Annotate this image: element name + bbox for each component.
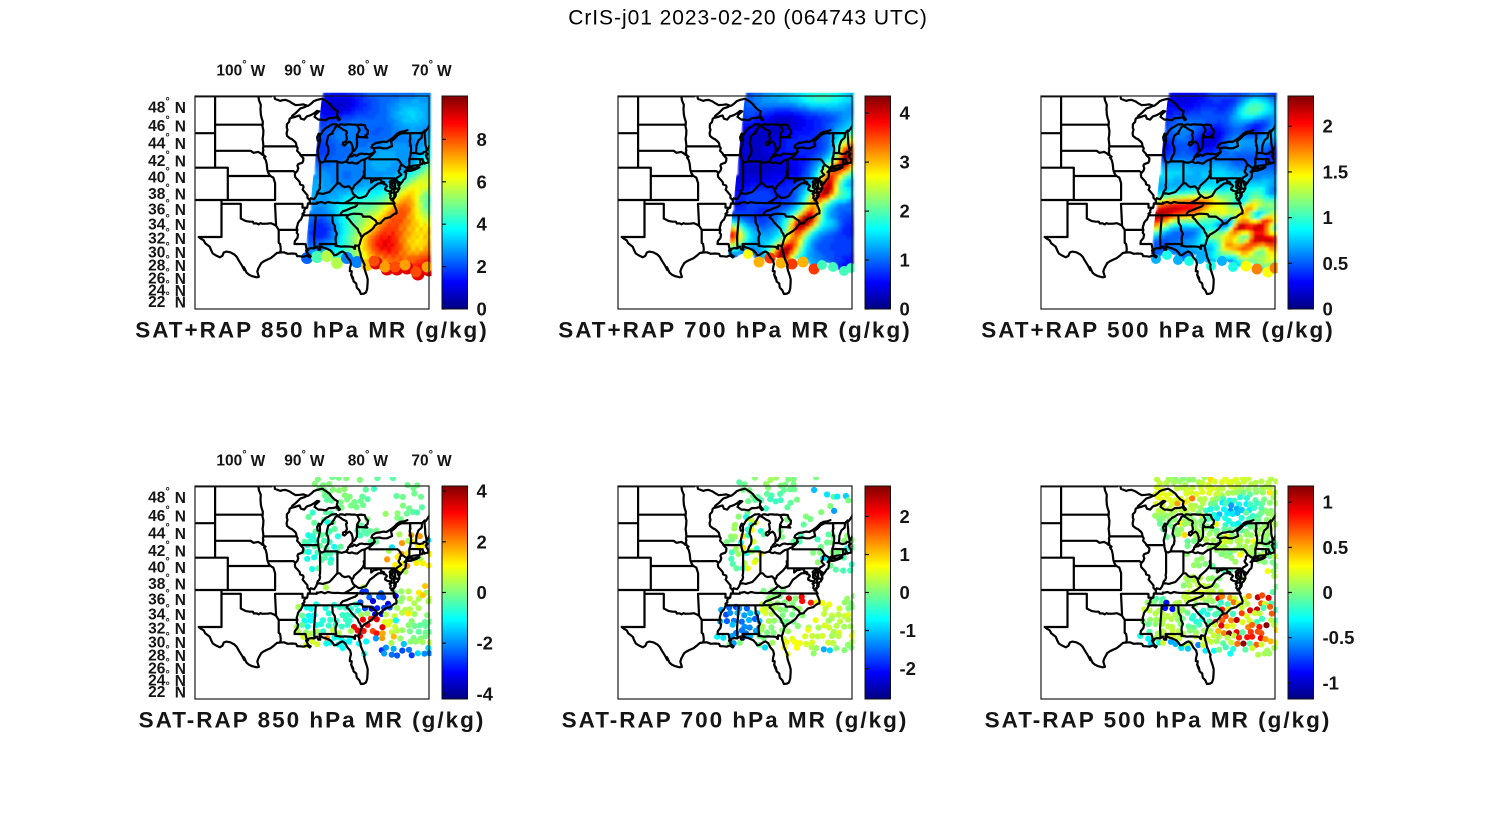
svg-text:-1: -1 (900, 620, 916, 641)
svg-text:34°N: 34° N (148, 603, 186, 624)
svg-text:36°N: 36° N (148, 198, 186, 219)
svg-text:1: 1 (900, 250, 910, 271)
svg-text:SAT-RAP 850 hPa MR (g/kg): SAT-RAP 850 hPa MR (g/kg) (139, 708, 486, 733)
svg-text:36°N: 36° N (148, 588, 186, 609)
svg-text:100°W: 100° W (216, 59, 265, 80)
svg-text:-2: -2 (900, 658, 916, 679)
svg-text:48°N: 48° N (148, 96, 186, 117)
svg-text:38°N: 38° N (148, 572, 186, 593)
svg-text:CrIS-j01 2023-02-20 (064743 UT: CrIS-j01 2023-02-20 (064743 UTC) (568, 7, 928, 30)
svg-text:46°N: 46° N (148, 114, 186, 134)
svg-text:SAT-RAP 700 hPa MR (g/kg): SAT-RAP 700 hPa MR (g/kg) (562, 708, 909, 733)
svg-text:24°N: 24° N (148, 279, 186, 300)
svg-text:SAT+RAP 500 hPa MR (g/kg): SAT+RAP 500 hPa MR (g/kg) (981, 318, 1335, 343)
svg-text:30°N: 30° N (148, 631, 186, 652)
svg-text:42°N: 42° N (148, 150, 186, 171)
svg-text:SAT-RAP 500 hPa MR (g/kg): SAT-RAP 500 hPa MR (g/kg) (985, 708, 1332, 733)
svg-text:0.5: 0.5 (1323, 253, 1349, 274)
svg-text:28°N: 28° N (148, 644, 186, 665)
svg-text:34°N: 34° N (148, 213, 186, 234)
svg-text:28°N: 28° N (148, 254, 186, 275)
svg-text:1: 1 (1323, 492, 1333, 513)
svg-text:46°N: 46° N (148, 504, 186, 525)
svg-text:2: 2 (477, 531, 487, 552)
svg-text:40°N: 40° N (148, 166, 186, 187)
svg-text:0: 0 (477, 582, 487, 603)
svg-text:2: 2 (900, 506, 910, 527)
svg-text:-2: -2 (477, 633, 493, 654)
svg-text:30°N: 30° N (148, 241, 186, 262)
svg-text:SAT+RAP 700 hPa MR (g/kg): SAT+RAP 700 hPa MR (g/kg) (558, 318, 912, 343)
svg-text:44°N: 44° N (148, 132, 186, 153)
svg-text:2: 2 (900, 201, 910, 222)
svg-text:8: 8 (477, 129, 487, 150)
svg-text:0: 0 (477, 299, 487, 320)
svg-text:1.5: 1.5 (1323, 161, 1349, 182)
svg-text:48°N: 48° N (148, 486, 186, 507)
svg-text:40°N: 40° N (148, 556, 186, 577)
svg-text:4: 4 (477, 481, 488, 502)
svg-text:3: 3 (900, 152, 910, 173)
svg-text:4: 4 (477, 214, 488, 235)
svg-text:0: 0 (900, 582, 910, 603)
svg-text:90°W: 90° W (284, 449, 325, 470)
svg-text:0: 0 (1323, 299, 1333, 320)
svg-text:26°N: 26° N (148, 657, 186, 678)
svg-text:22°N: 22° N (148, 680, 186, 701)
svg-text:70°W: 70° W (411, 449, 452, 470)
svg-text:0: 0 (1323, 582, 1333, 603)
svg-text:32°N: 32° N (148, 617, 186, 638)
svg-text:2: 2 (1323, 116, 1333, 137)
svg-text:6: 6 (477, 171, 487, 192)
svg-text:24°N: 24° N (148, 669, 186, 690)
svg-text:4: 4 (900, 103, 911, 124)
svg-text:1: 1 (1323, 207, 1333, 228)
svg-text:SAT+RAP 850 hPa MR (g/kg): SAT+RAP 850 hPa MR (g/kg) (135, 318, 489, 343)
svg-text:2: 2 (477, 256, 487, 277)
svg-text:80°W: 80° W (348, 449, 389, 470)
svg-text:100°W: 100° W (216, 449, 265, 470)
svg-text:80°W: 80° W (348, 59, 389, 80)
svg-text:26°N: 26° N (148, 267, 186, 288)
svg-text:-4: -4 (477, 683, 494, 704)
svg-text:42°N: 42° N (148, 540, 186, 561)
svg-text:1: 1 (900, 544, 910, 565)
svg-text:-1: -1 (1323, 672, 1339, 693)
svg-text:-0.5: -0.5 (1323, 627, 1355, 648)
svg-text:44°N: 44° N (148, 522, 186, 543)
svg-text:90°W: 90° W (284, 59, 325, 80)
svg-text:38°N: 38° N (148, 182, 186, 203)
svg-text:32°N: 32° N (148, 227, 186, 248)
svg-text:0: 0 (900, 299, 910, 320)
svg-text:0.5: 0.5 (1323, 537, 1349, 558)
svg-text:70°W: 70° W (411, 59, 452, 80)
svg-text:22°N: 22° N (148, 290, 186, 311)
